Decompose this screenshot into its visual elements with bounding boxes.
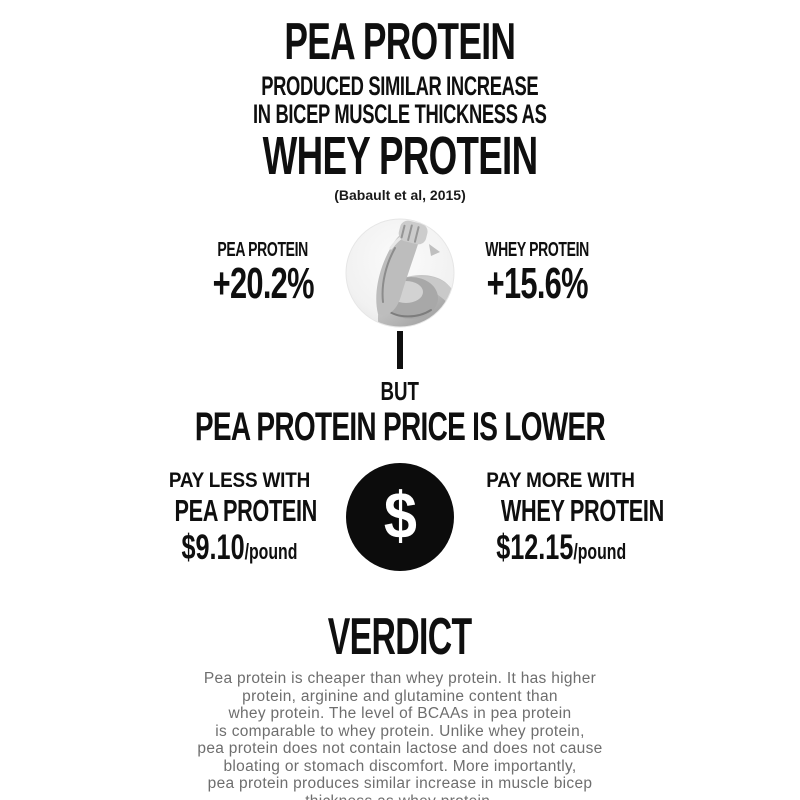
pea-protein-stat: PEA PROTEIN +20.2% [187, 239, 339, 307]
dollar-symbol: $ [383, 478, 417, 552]
pea-price-unit: /pound [244, 538, 297, 564]
price-comparison-row: PAY LESS WITH PEA PROTEIN $9.10/pound $ … [0, 463, 800, 571]
pea-price-amount: $9.10 [181, 527, 245, 567]
price-headline: PEA PROTEIN PRICE IS LOWER [194, 405, 606, 449]
pea-protein-price: $9.10/pound [181, 527, 297, 567]
subtitle-line-1: PRODUCED SIMILAR INCREASE [261, 71, 539, 101]
pea-protein-stat-label: PEA PROTEIN [217, 239, 309, 261]
whey-protein-price-column: PAY MORE WITH WHEY PROTEIN $12.15/pound [466, 468, 665, 567]
whey-protein-stat: WHEY PROTEIN +15.6% [461, 239, 613, 307]
whey-protein-price-label: WHEY PROTEIN [500, 492, 664, 528]
pea-protein-stat-value: +20.2% [212, 259, 314, 308]
but-label: BUT [380, 376, 420, 406]
connector-line [397, 331, 403, 369]
pay-more-label: PAY MORE WITH [486, 468, 636, 492]
title-whey-protein: WHEY PROTEIN [262, 126, 538, 186]
header: PEA PROTEIN PRODUCED SIMILAR INCREASE IN… [0, 16, 800, 204]
pea-protein-price-column: PAY LESS WITH PEA PROTEIN $9.10/pound [144, 469, 334, 566]
subtitle-line-2: IN BICEP MUSCLE THICKNESS AS [253, 99, 547, 129]
whey-protein-stat-value: +15.6% [486, 259, 588, 308]
whey-protein-stat-label: WHEY PROTEIN [485, 239, 589, 261]
whey-price-amount: $12.15 [496, 527, 574, 567]
citation: (Babault et al, 2015) [334, 187, 466, 203]
pay-less-label: PAY LESS WITH [168, 468, 310, 492]
flexed-bicep-icon [345, 218, 455, 328]
muscle-comparison-row: PEA PROTEIN +20.2% [0, 218, 800, 328]
pea-protein-price-label: PEA PROTEIN [174, 492, 318, 528]
verdict-heading: VERDICT [328, 608, 472, 666]
verdict-paragraph: Pea protein is cheaper than whey protein… [197, 670, 603, 800]
dollar-sign-icon: $ [346, 463, 454, 571]
whey-protein-price: $12.15/pound [496, 527, 626, 567]
whey-price-unit: /pound [573, 538, 626, 564]
title-pea-protein: PEA PROTEIN [284, 13, 517, 71]
